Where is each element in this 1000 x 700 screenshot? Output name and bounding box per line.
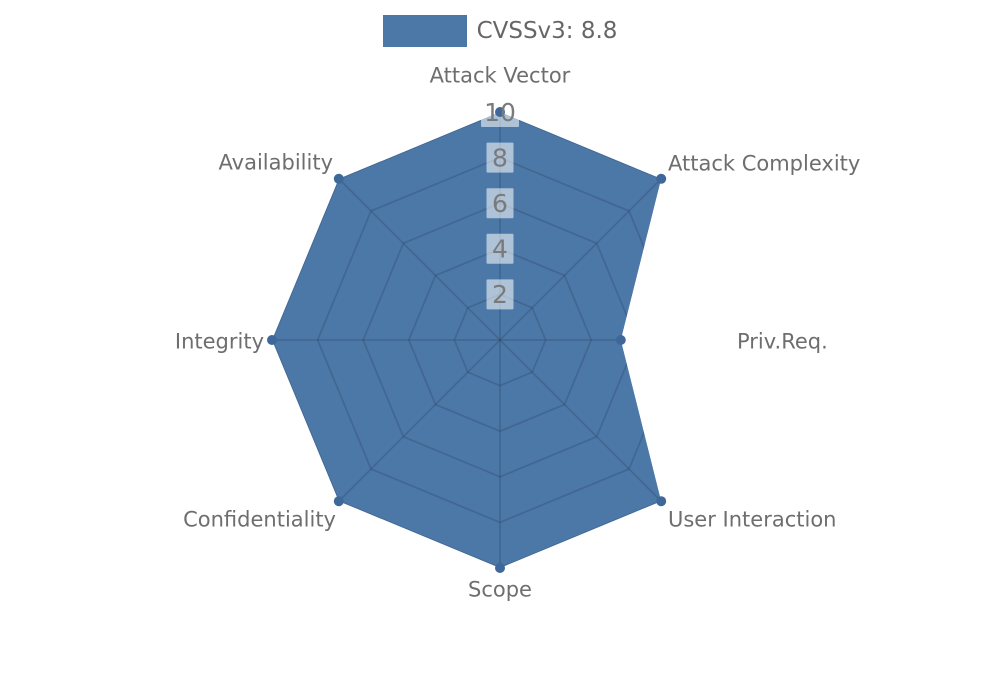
axis-label-availability: Availability xyxy=(219,150,333,174)
axis-label-attack-complexity: Attack Complexity xyxy=(668,151,860,175)
vertex-marker-availability xyxy=(333,173,344,184)
grid-ring-10 xyxy=(272,112,662,568)
legend-item-cvssv3[interactable]: CVSSv3: 8.8 xyxy=(0,15,1000,47)
tick-label-4: 4 xyxy=(492,235,508,264)
series-area-cvssv3-8-8 xyxy=(272,112,662,568)
axis-label-user-interaction: User Interaction xyxy=(668,507,836,531)
axis-spoke-availability xyxy=(338,178,501,341)
axis-label-integrity: Integrity xyxy=(175,329,264,353)
grid-ring-6 xyxy=(362,202,638,478)
vertex-marker-priv-req xyxy=(615,335,626,345)
legend-swatch-icon xyxy=(382,15,467,47)
grid-ring-2 xyxy=(453,293,547,387)
vertex-marker-user-interaction xyxy=(656,496,667,507)
vertex-marker-attack-vector xyxy=(495,107,505,117)
tick-box-4 xyxy=(486,233,514,264)
axis-spoke-user-interaction xyxy=(499,339,662,502)
axis-label-confidentiality: Confidentiality xyxy=(183,507,336,531)
grid-ring-4 xyxy=(407,247,593,433)
radar-grid xyxy=(272,112,662,568)
axis-spoke-confidentiality xyxy=(338,339,501,502)
tick-label-8: 8 xyxy=(492,143,508,172)
legend-label: CVSSv3: 8.8 xyxy=(476,18,618,44)
vertex-marker-attack-complexity xyxy=(656,173,667,184)
tick-label-6: 6 xyxy=(492,189,508,218)
vertex-marker-confidentiality xyxy=(333,496,344,507)
axis-label-priv-req: Priv.Req. xyxy=(737,329,828,353)
vertex-marker-integrity xyxy=(267,335,277,345)
tick-box-6 xyxy=(486,188,514,219)
axis-label-scope: Scope xyxy=(468,577,532,601)
vertex-marker-scope xyxy=(495,563,505,573)
axis-label-attack-vector: Attack Vector xyxy=(430,63,571,87)
axis-spoke-attack-complexity xyxy=(499,178,662,341)
tick-label-2: 2 xyxy=(492,280,508,309)
tick-box-2 xyxy=(486,279,514,310)
tick-label-10: 10 xyxy=(484,98,516,127)
tick-box-8 xyxy=(486,142,514,173)
